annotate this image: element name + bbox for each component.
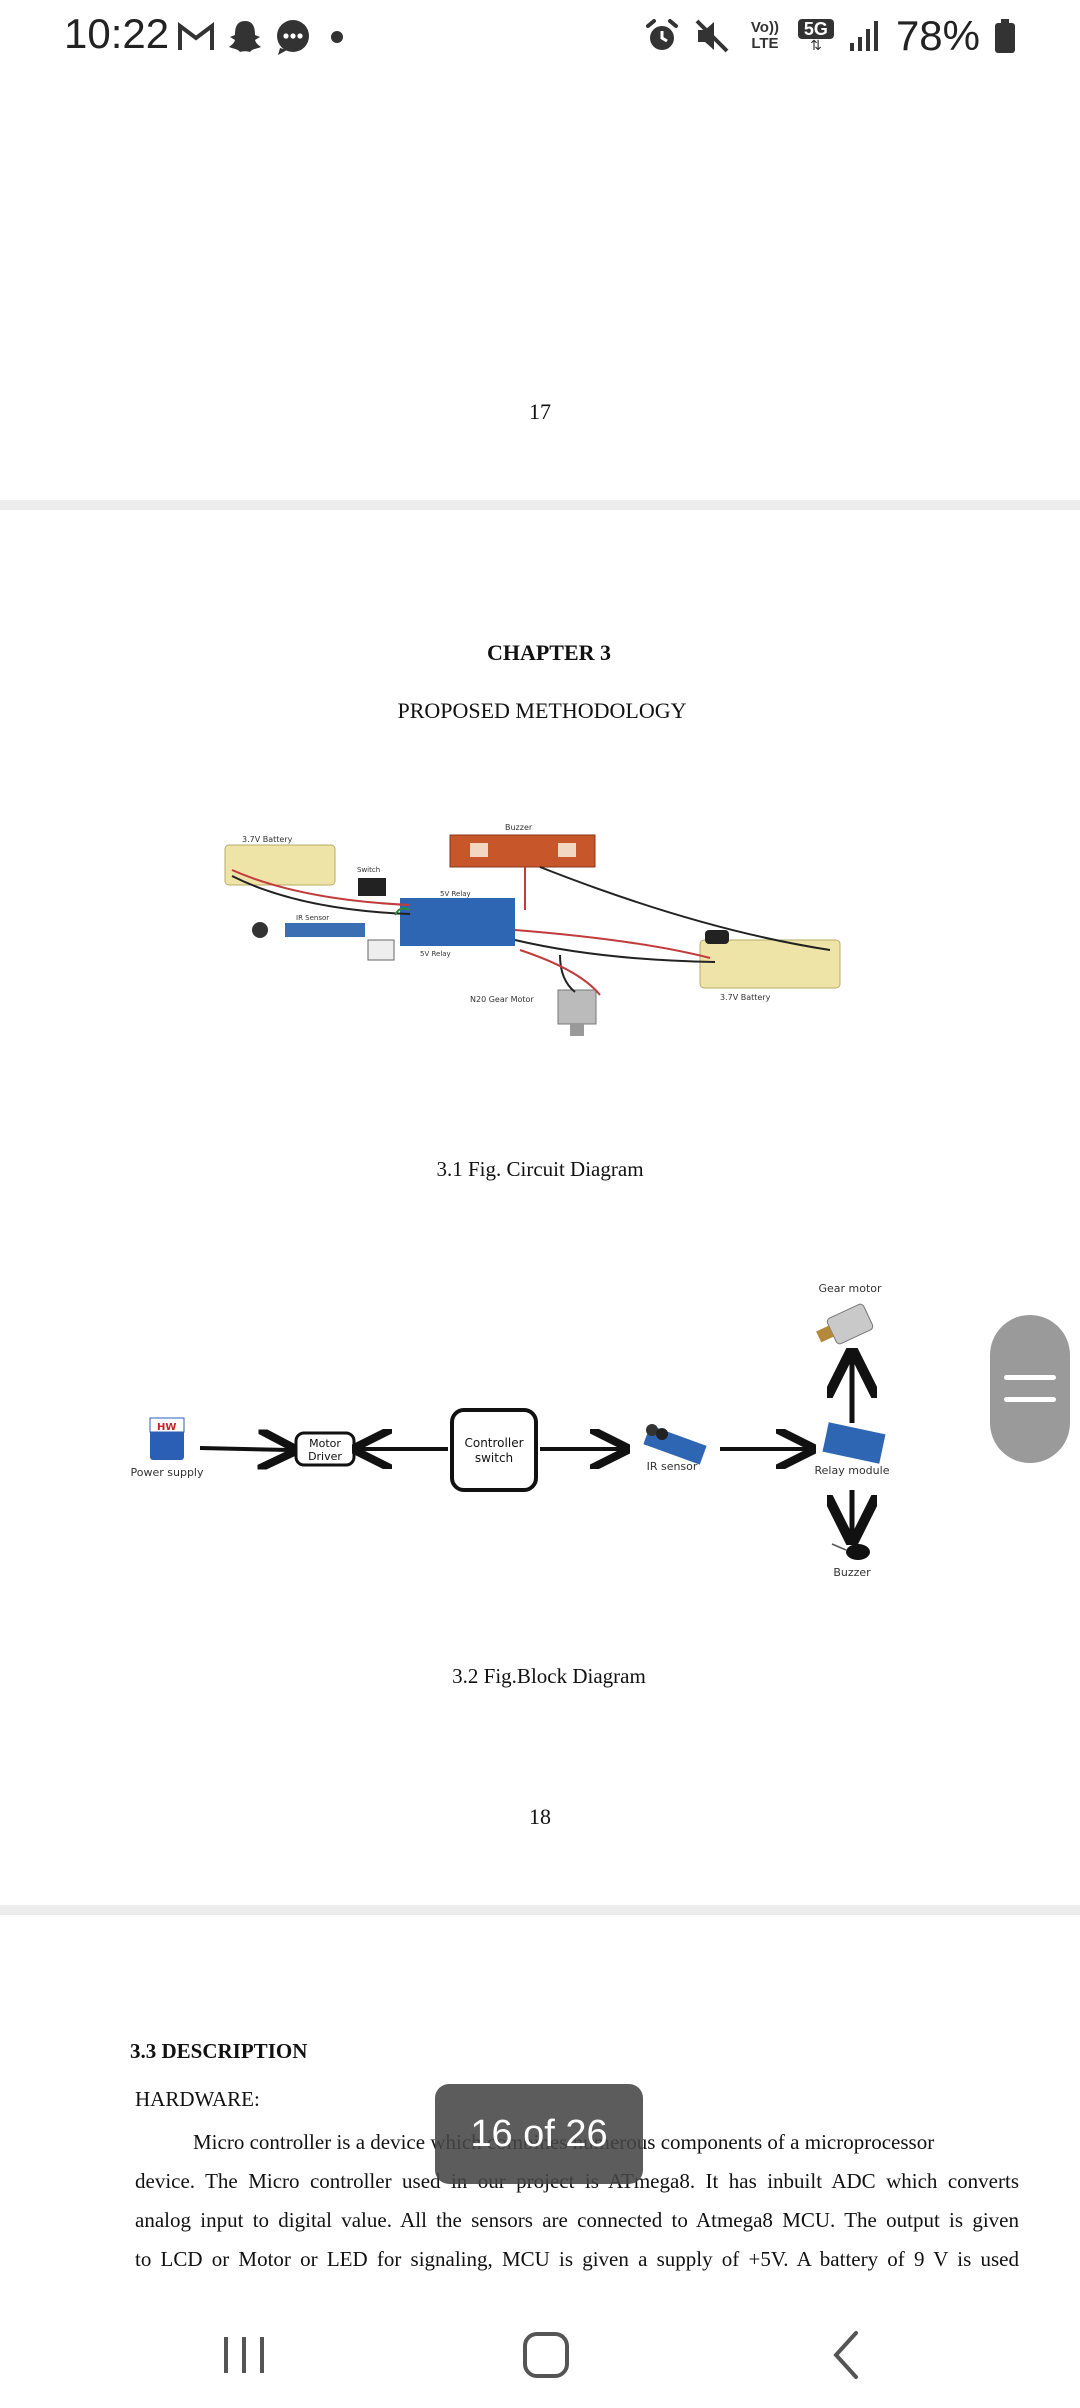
controller-board: Buzzer	[449, 823, 596, 868]
label-relay-2: 5V Relay	[420, 950, 451, 958]
status-bar: 10:22 Vo)) LTE 5G ⇅ 78%	[0, 0, 1080, 72]
notification-icons	[176, 18, 352, 56]
alarm-icon	[645, 19, 678, 50]
relay-label: Relay module	[815, 1464, 890, 1477]
circuit-wires	[231, 866, 831, 996]
dot-icon	[331, 31, 343, 43]
controller-label-2: switch	[475, 1451, 513, 1465]
page-indicator: 16 of 26	[435, 2084, 643, 2184]
motor-driver-label-2: Driver	[308, 1450, 342, 1463]
power-brand-label: HW	[157, 1422, 176, 1433]
label-battery-right: 3.7V Battery	[720, 993, 771, 1002]
switch-component: Switch	[357, 866, 386, 896]
section-title: 3.3 DESCRIPTION	[130, 2039, 308, 2063]
battery-left: 3.7V Battery	[224, 835, 336, 886]
page-separator	[0, 1905, 1080, 1915]
pdf-page-17: 17	[0, 72, 1080, 500]
battery-right: 3.7V Battery	[699, 939, 841, 1002]
paragraph-line: analog input to digital value. All the s…	[135, 2208, 1019, 2232]
label-motor: N20 Gear Motor	[470, 995, 534, 1004]
label-battery-top: 3.7V Battery	[242, 835, 293, 844]
recent-apps-button[interactable]	[214, 2325, 274, 2385]
home-button[interactable]	[516, 2325, 576, 2385]
messages-icon	[277, 20, 309, 55]
paragraph-line: to LCD or Motor or LED for signaling, MC…	[135, 2247, 1019, 2271]
mute-icon	[695, 19, 729, 53]
block-diagram: HW Power supply Motor Driver Controller …	[131, 1282, 890, 1579]
controller-label-1: Controller	[464, 1436, 523, 1450]
gear-motor-node: Gear motor	[816, 1282, 882, 1345]
battery-percent: 78%	[895, 12, 980, 59]
label-ir: IR Sensor	[296, 914, 329, 922]
volte-icon: Vo)) LTE	[746, 20, 784, 52]
power-supply-node: HW Power supply	[131, 1417, 204, 1479]
motor-driver-node: Motor Driver	[294, 1431, 356, 1467]
page-separator	[0, 500, 1080, 510]
ir-sensor-node: IR sensor	[643, 1424, 707, 1473]
label-buzzer-board: Buzzer	[505, 823, 533, 832]
snapchat-icon	[229, 21, 261, 52]
buzzer-component	[705, 930, 729, 944]
ir-sensor-label: IR sensor	[647, 1460, 698, 1473]
arrow-power-to-driver	[199, 1448, 290, 1450]
controller-switch-node: Controller switch	[450, 1408, 538, 1492]
chapter-subtitle: PROPOSED METHODOLOGY	[397, 698, 687, 723]
circuit-diagram-image: 3.7V Battery Buzzer Switch 5V Relay 5V R…	[224, 823, 841, 1036]
signal-icon	[849, 21, 878, 51]
motor-driver-label-1: Motor	[309, 1437, 341, 1450]
page-number: 18	[529, 1804, 551, 1829]
pdf-page-18: CHAPTER 3 PROPOSED METHODOLOGY 3.7V Batt…	[0, 510, 1080, 1905]
gmail-icon	[178, 22, 214, 50]
figure-caption-circuit: 3.1 Fig. Circuit Diagram	[436, 1157, 644, 1181]
gear-motor-component: N20 Gear Motor	[470, 989, 597, 1036]
lte-label: LTE	[751, 35, 779, 52]
buzzer-label: Buzzer	[833, 1566, 871, 1579]
ir-sensor-component: IR Sensor	[252, 914, 365, 938]
system-icons: Vo)) LTE 5G ⇅ 78%	[644, 12, 1016, 60]
fast-scroll-handle[interactable]	[990, 1315, 1070, 1463]
label-switch: Switch	[357, 866, 380, 874]
buzzer-node: Buzzer	[831, 1543, 871, 1579]
status-time: 10:22	[64, 10, 170, 57]
figure-caption-block: 3.2 Fig.Block Diagram	[452, 1664, 646, 1688]
relay-module-node: Relay module	[815, 1422, 890, 1477]
battery-icon	[995, 19, 1015, 53]
page-number: 17	[529, 399, 551, 424]
chapter-title: CHAPTER 3	[486, 640, 612, 665]
back-button[interactable]	[818, 2325, 878, 2385]
indicator-board	[367, 939, 395, 961]
label-relay: 5V Relay	[440, 890, 471, 898]
gear-motor-label: Gear motor	[818, 1282, 882, 1295]
volte-label: Vo))	[750, 19, 779, 36]
relay-modules: 5V Relay 5V Relay	[400, 890, 515, 958]
5g-icon: 5G ⇅	[797, 19, 834, 53]
5g-label: 5G	[797, 19, 834, 39]
hardware-label: HARDWARE:	[135, 2087, 260, 2111]
power-supply-label: Power supply	[131, 1466, 204, 1479]
navigation-bar	[0, 2300, 1080, 2408]
